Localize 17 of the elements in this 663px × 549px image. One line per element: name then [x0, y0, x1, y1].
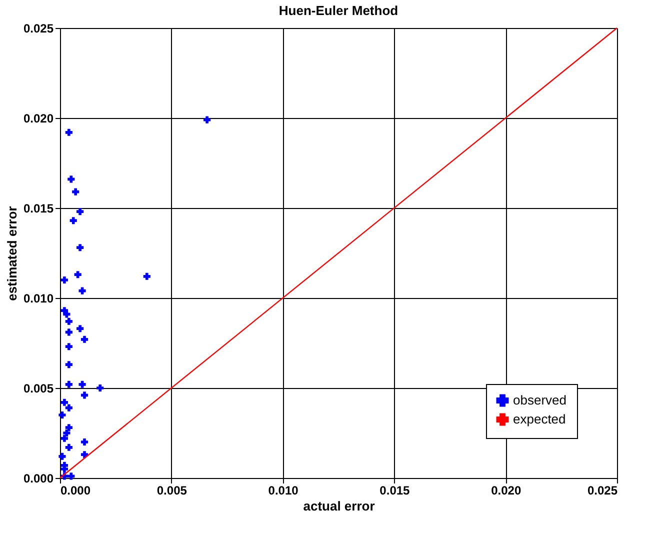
x-tick-label: 0.000: [60, 484, 91, 498]
y-tick-label: 0.005: [23, 382, 54, 396]
x-tick-label: 0.015: [380, 484, 410, 498]
y-tick-label: 0.010: [23, 292, 54, 306]
chart-title: Huen-Euler Method: [278, 3, 398, 18]
x-tick-label: 0.025: [587, 484, 618, 498]
x-tick-label: 0.010: [268, 484, 299, 498]
legend-label: expected: [513, 412, 566, 426]
y-tick-label: 0.015: [23, 202, 54, 216]
x-tick-label: 0.020: [491, 484, 522, 498]
y-tick-label: 0.025: [23, 22, 54, 36]
y-tick-label: 0.020: [23, 112, 54, 126]
y-axis-title: estimated error: [4, 206, 20, 301]
x-axis-title: actual error: [303, 498, 375, 514]
x-tick-label: 0.005: [156, 484, 188, 498]
legend-label: observed: [513, 392, 566, 408]
y-tick-label: 0.000: [23, 472, 54, 486]
